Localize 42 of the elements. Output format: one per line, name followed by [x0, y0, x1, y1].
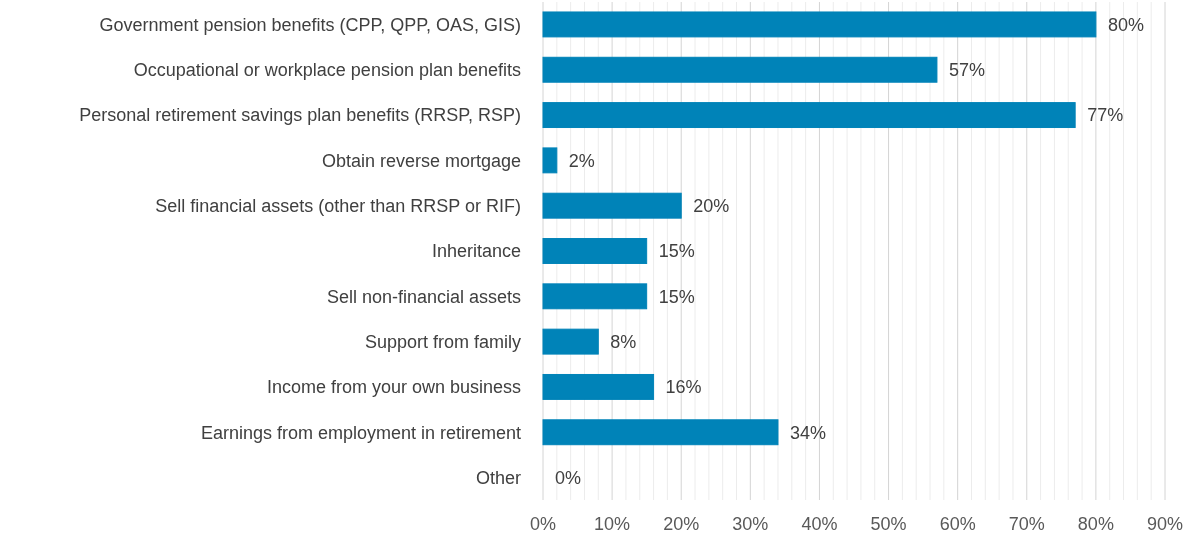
data-label: 15% — [658, 241, 695, 262]
y-tick-label: Sell non-financial assets — [326, 286, 521, 307]
y-tick-label: Occupational or workplace pension plan benefits — [133, 60, 521, 81]
x-tick-label: 20% — [663, 514, 700, 534]
bar — [542, 56, 938, 83]
x-tick-label: 10% — [594, 514, 631, 534]
x-tick-label: 50% — [870, 514, 907, 534]
y-tick-label: Inheritance — [431, 241, 521, 262]
data-label: 16% — [665, 377, 702, 398]
x-tick-label: 0% — [529, 514, 557, 534]
y-tick-label: Other — [475, 467, 521, 488]
x-tick-label: 70% — [1008, 514, 1045, 534]
x-tick-label: 80% — [1077, 514, 1114, 534]
y-tick-label: Sell financial assets (other than RRSP or RIF) — [155, 195, 521, 216]
bar — [542, 102, 1076, 129]
y-tick-label: Obtain reverse mortgage — [321, 150, 521, 171]
data-label: 57% — [948, 60, 985, 81]
data-label: 8% — [610, 331, 637, 352]
y-tick-label: Income from your own business — [266, 377, 521, 398]
data-label: 20% — [693, 195, 730, 216]
x-tick-label: 30% — [732, 514, 769, 534]
x-tick-label: 90% — [1146, 514, 1184, 534]
y-tick-label: Earnings from employment in retirement — [200, 422, 521, 443]
bar — [542, 283, 648, 310]
y-tick-label: Government pension benefits (CPP, QPP, OAS, GIS) — [99, 14, 521, 35]
bar — [542, 373, 655, 400]
data-label: 0% — [555, 467, 582, 488]
data-label: 80% — [1107, 14, 1144, 35]
bar — [542, 238, 648, 264]
data-label: 77% — [1087, 105, 1124, 126]
x-tick-label: 40% — [801, 514, 838, 534]
bar — [542, 11, 1097, 38]
y-tick-label: Personal retirement savings plan benefits (RRSP, RSP) — [79, 105, 521, 126]
x-tick-label: 60% — [939, 514, 976, 534]
bar — [542, 328, 599, 355]
y-tick-label: Support from family — [364, 331, 521, 352]
data-label: 15% — [658, 286, 695, 307]
bar — [542, 419, 779, 446]
data-label: 2% — [568, 150, 595, 171]
bar — [542, 147, 558, 174]
data-label: 34% — [789, 422, 827, 443]
bar — [542, 192, 682, 219]
